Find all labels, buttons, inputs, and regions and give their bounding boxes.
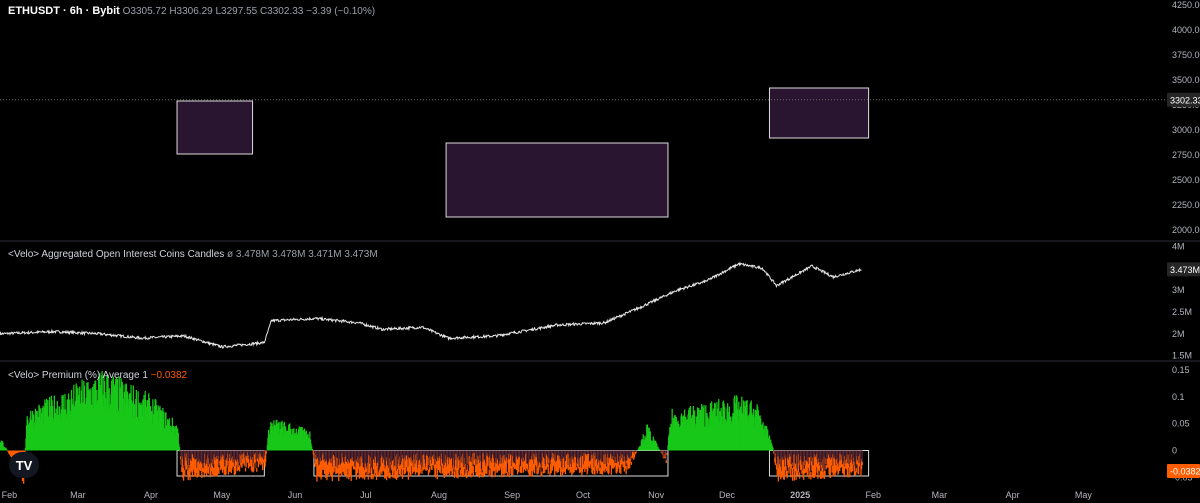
time-axis-tick: Jun (288, 490, 303, 500)
premium-bar (636, 450, 638, 452)
price-axis-tick: 4000.00 (1172, 25, 1200, 35)
premium-bar (772, 448, 774, 451)
symbol-label[interactable]: ETHUSDT · 6h · Bybit (8, 5, 120, 17)
premium-overlay-bar (861, 450, 863, 462)
price-axis-tick: 2750.00 (1172, 150, 1200, 160)
oi-indicator-title[interactable]: <Velo> Aggregated Open Interest Coins Ca… (8, 249, 225, 260)
tradingview-logo-icon[interactable]: TV (9, 452, 39, 478)
oi-axis-tick: 1.5M (1172, 351, 1192, 361)
oi-value-badge-bg (1167, 262, 1200, 277)
time-axis-tick: Dec (719, 490, 736, 500)
consolidation-box (768, 87, 870, 139)
premium-axis-tick: 0.05 (1172, 419, 1190, 429)
premium-bar (215, 450, 217, 477)
time-axis-tick: Mar (932, 490, 948, 500)
time-axis-tick: Jul (360, 490, 372, 500)
time-axis-tick: Feb (866, 490, 882, 500)
consolidation-box (176, 100, 254, 155)
time-axis-tick: Feb (2, 490, 18, 500)
premium-bar (620, 450, 622, 474)
premium-axis-tick: 0.15 (1172, 365, 1190, 375)
premium-value-badge-bg (1167, 463, 1200, 478)
price-axis-tick: 4250.00 (1172, 0, 1200, 10)
premium-bar (633, 450, 636, 458)
premium-bar (5, 448, 8, 451)
open-interest-line (0, 261, 862, 349)
premium-bar (265, 450, 267, 454)
time-axis-tick: May (213, 490, 231, 500)
premium-bar (137, 391, 139, 451)
premium-bar (310, 446, 313, 451)
ohlc-values: O3305.72 H3306.29 L3297.55 C3302.33 −3.3… (122, 6, 376, 17)
price-axis-tick: 2000.00 (1172, 225, 1200, 235)
oi-axis-tick: 4M (1172, 241, 1185, 251)
time-axis-tick: Nov (648, 490, 665, 500)
oi-axis-tick: 2.5M (1172, 307, 1192, 317)
consolidation-box (445, 142, 669, 218)
time-axis-tick: Mar (70, 490, 86, 500)
price-axis-tick: 3750.00 (1172, 50, 1200, 60)
time-axis-tick: Apr (1006, 490, 1020, 500)
premium-legend: <Velo> Premium (%) Average 1 −0.0382 (8, 370, 187, 381)
time-axis-tick: Aug (431, 490, 447, 500)
time-axis-tick: Sep (504, 490, 520, 500)
premium-bar (311, 448, 313, 451)
premium-bar (658, 448, 660, 451)
price-axis-tick: 3000.00 (1172, 125, 1200, 135)
oi-axis-tick: 3M (1172, 285, 1185, 295)
premium-bar (2, 442, 4, 451)
oi-axis-tick: 2M (1172, 329, 1185, 339)
premium-bar (189, 450, 191, 481)
oi-line (0, 261, 862, 349)
premium-bar (657, 446, 659, 451)
last-price-badge-bg (1167, 92, 1200, 107)
premium-overlay-bar (665, 450, 667, 461)
premium-bar (178, 446, 181, 451)
last-price-badge: 3302.33 (1170, 95, 1200, 105)
premium-indicator-title[interactable]: <Velo> Premium (%) Average 1 (8, 370, 148, 381)
premium-histogram (0, 370, 863, 484)
premium-indicator-value: −0.0382 (150, 370, 188, 381)
oi-legend: <Velo> Aggregated Open Interest Coins Ca… (8, 249, 378, 260)
premium-axis-tick: 0 (1172, 446, 1177, 456)
price-axis-tick: 3500.00 (1172, 75, 1200, 85)
oi-indicator-values: ø 3.478M 3.478M 3.471M 3.473M (227, 249, 378, 260)
premium-overlay-bar (666, 450, 668, 454)
price-legend: ETHUSDT · 6h · Bybit O3305.72 H3306.29 L… (8, 5, 375, 17)
premium-bar (401, 450, 404, 479)
oi-value-badge: 3.473M (1170, 265, 1200, 275)
premium-bar (177, 432, 179, 451)
premium-bar (264, 450, 267, 463)
premium-bar (795, 450, 797, 480)
price-axis-tick: 2500.00 (1172, 175, 1200, 185)
time-axis-tick: Apr (144, 490, 158, 500)
time-axis-tick: 2025 (790, 490, 810, 500)
range-boxes (176, 87, 870, 477)
time-axis-tick: Oct (576, 490, 591, 500)
premium-bar (159, 405, 161, 451)
price-axis-tick: 2250.00 (1172, 200, 1200, 210)
premium-axis-tick: 0.1 (1172, 392, 1185, 402)
time-axis-tick: May (1075, 490, 1093, 500)
premium-value-badge: -0.0382 (1170, 466, 1200, 476)
